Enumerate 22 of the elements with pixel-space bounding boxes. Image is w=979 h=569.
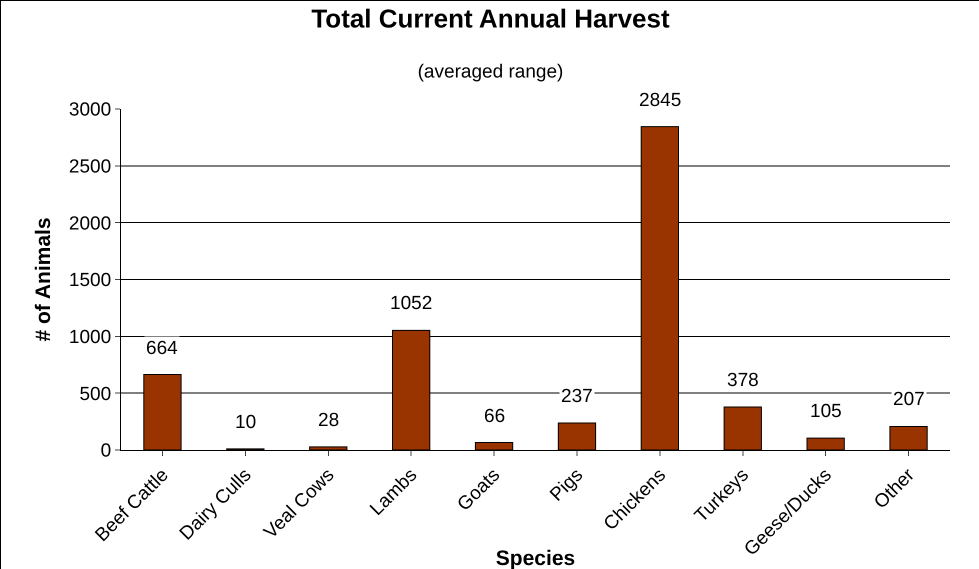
y-axis-title: # of Animals [32,217,56,342]
chart-title: Total Current Annual Harvest [311,4,670,34]
y-tick-label: 3000 [68,100,112,121]
y-tick-label: 500 [79,384,112,405]
x-axis-title: Species [496,547,576,569]
data-label: 207 [893,389,925,410]
y-tick-label: 2000 [68,213,112,234]
data-label: 237 [561,386,593,407]
data-label: 2845 [639,90,682,111]
data-label: 105 [810,401,842,422]
y-tick-label: 1500 [68,270,112,292]
y-tick-label: 0 [100,440,112,462]
data-label: 10 [235,412,256,433]
chart-subtitle: (averaged range) [418,61,564,82]
data-label: 1052 [390,293,432,314]
data-label: 664 [146,338,178,359]
data-label: 28 [318,410,340,431]
data-label: 66 [484,406,506,427]
x-tick-label: Pigs [546,464,588,506]
y-tick-label: 2500 [68,156,112,178]
y-tick-label: 1000 [68,326,112,348]
data-label: 378 [727,370,759,391]
